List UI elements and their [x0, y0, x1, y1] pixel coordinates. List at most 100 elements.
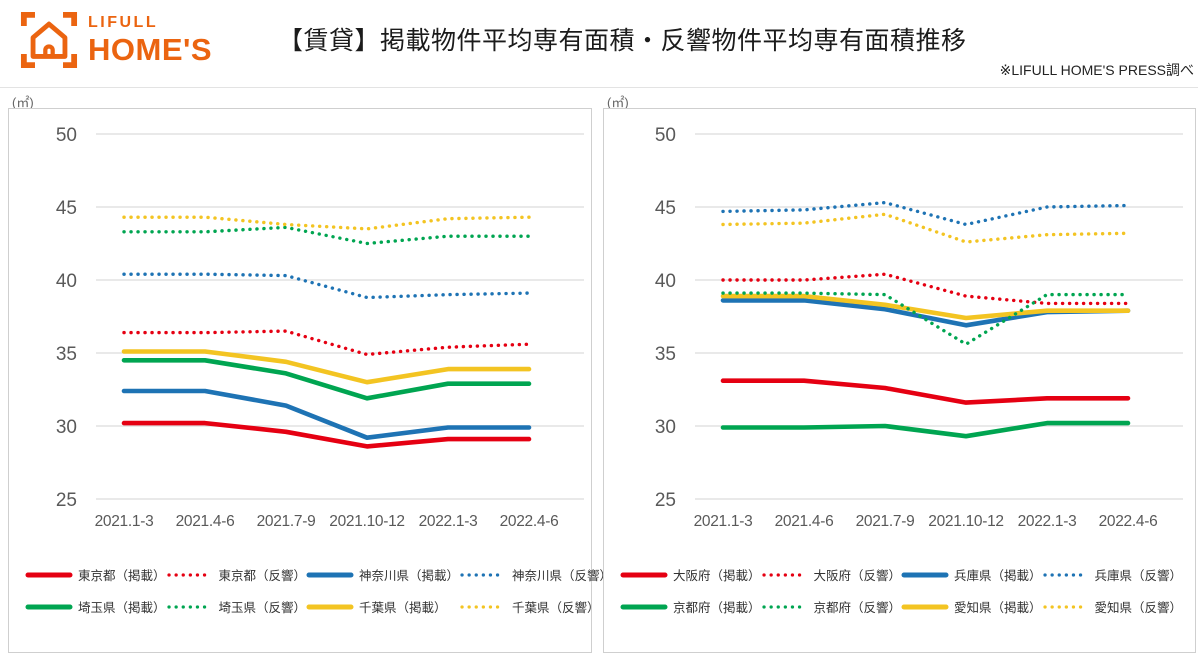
svg-text:2022.1-3: 2022.1-3	[419, 513, 478, 530]
chart-panel-left: 50 45 40 35 30 25 2021.1-3 2021.4-6 2021.7-9 2021…	[8, 108, 612, 653]
solid-line-swatch-icon	[620, 604, 668, 609]
house-viewfinder-icon	[20, 11, 78, 69]
svg-text:50: 50	[56, 125, 77, 146]
legend-item: 東京都（反響）	[166, 565, 307, 584]
legend-item: 愛知県（掲載）	[901, 597, 1042, 616]
legend-item: 京都府（反響）	[761, 597, 902, 616]
svg-text:2021.1-3: 2021.1-3	[693, 513, 752, 530]
svg-text:30: 30	[56, 417, 77, 438]
legend-label: 京都府（反響）	[813, 601, 902, 615]
svg-text:45: 45	[56, 198, 77, 219]
dotted-line-swatch-icon	[761, 572, 808, 577]
dotted-line-swatch-icon	[166, 572, 213, 577]
solid-line-swatch-icon	[901, 572, 949, 577]
svg-text:45: 45	[654, 198, 675, 219]
svg-text:50: 50	[654, 125, 675, 146]
svg-text:2021.7-9: 2021.7-9	[257, 513, 316, 530]
series-line	[121, 388, 532, 441]
legend-label: 兵庫県（反響）	[1094, 569, 1183, 583]
series-line	[720, 291, 1130, 346]
legend-item: 神奈川県（反響）	[459, 565, 612, 584]
series-line	[720, 378, 1130, 405]
svg-text:2022.4-6: 2022.4-6	[500, 513, 559, 530]
series-line	[720, 272, 1130, 306]
svg-text:2021.10-12: 2021.10-12	[329, 513, 404, 530]
header: LIFULL HOME'S 【賃貸】掲載物件平均専有面積・反響物件平均専有面積推…	[0, 0, 1198, 87]
legend-label: 大阪府（掲載）	[673, 569, 761, 583]
solid-line-swatch-icon	[25, 604, 73, 609]
logo-text: LIFULL HOME'S	[88, 14, 213, 67]
series-line	[122, 225, 531, 246]
y-axis-unit-left: (㎡)	[12, 95, 34, 110]
solid-line-swatch-icon	[901, 604, 949, 609]
lifull-homes-logo: LIFULL HOME'S	[20, 11, 212, 69]
legend-item: 埼玉県（反響）	[166, 597, 307, 616]
dotted-line-swatch-icon	[166, 604, 213, 609]
series-line	[122, 329, 531, 357]
solid-line-swatch-icon	[306, 604, 354, 609]
dotted-line-swatch-icon	[761, 604, 808, 609]
legend-kanto: 東京都（掲載） 東京都（反響） 神奈川県（掲載） 神奈川県（反響） 埼玉県（掲載） 埼玉県…	[9, 565, 612, 616]
legend-label: 千葉県（反響）	[512, 601, 600, 615]
series-line	[720, 420, 1130, 439]
legend-label: 埼玉県（掲載）	[78, 601, 166, 615]
dotted-line-swatch-icon	[1042, 572, 1089, 577]
legend-item: 千葉県（掲載）	[306, 597, 459, 616]
svg-text:2022.4-6: 2022.4-6	[1098, 513, 1157, 530]
legend-item: 大阪府（反響）	[761, 565, 902, 584]
line-chart-kansai-chubu: 50 45 40 35 30 25 2021.1-3 2021.4-6 2021.7-9 2021…	[604, 109, 1195, 541]
svg-text:2021.1-3: 2021.1-3	[95, 513, 154, 530]
svg-text:2021.10-12: 2021.10-12	[928, 513, 1003, 530]
legend-label: 兵庫県（掲載）	[954, 569, 1042, 583]
legend-label: 千葉県（掲載）	[359, 601, 447, 615]
legend-label: 東京都（反響）	[218, 569, 307, 583]
svg-text:40: 40	[56, 271, 77, 292]
svg-text:30: 30	[654, 417, 675, 438]
svg-text:25: 25	[56, 490, 77, 511]
series-line	[122, 272, 531, 300]
chart-panel-right: 50 45 40 35 30 25 2021.1-3 2021.4-6 2021.7-9 2021…	[603, 108, 1196, 653]
legend-label: 神奈川県（掲載）	[359, 569, 460, 583]
logo-brand-top: LIFULL	[88, 14, 159, 31]
svg-text:35: 35	[654, 344, 675, 365]
dotted-line-swatch-icon	[460, 604, 506, 609]
y-axis-unit-right: (㎡)	[607, 95, 629, 110]
header-divider	[0, 87, 1198, 88]
legend-item: 東京都（掲載）	[25, 565, 166, 584]
legend-item: 兵庫県（掲載）	[901, 565, 1042, 584]
dotted-line-swatch-icon	[1042, 604, 1089, 609]
svg-text:2022.1-3: 2022.1-3	[1017, 513, 1076, 530]
series-line	[121, 420, 532, 449]
series-line	[121, 349, 532, 385]
logo-brand-bottom: HOME'S	[88, 32, 213, 67]
legend-kansai-chubu: 大阪府（掲載） 大阪府（反響） 兵庫県（掲載） 兵庫県（反響） 京都府（掲載） 京都府（反…	[604, 565, 1195, 616]
series-line	[720, 200, 1130, 227]
svg-text:2021.4-6: 2021.4-6	[774, 513, 833, 530]
line-chart-kanto: 50 45 40 35 30 25 2021.1-3 2021.4-6 2021.7-9 2021…	[9, 109, 591, 541]
legend-label: 京都府（掲載）	[673, 601, 761, 615]
svg-text:2021.4-6: 2021.4-6	[176, 513, 235, 530]
legend-label: 愛知県（掲載）	[954, 601, 1042, 615]
legend-item: 兵庫県（反響）	[1042, 565, 1183, 584]
svg-text:35: 35	[56, 344, 77, 365]
solid-line-swatch-icon	[306, 572, 354, 577]
legend-item: 神奈川県（掲載）	[306, 565, 459, 584]
legend-label: 大阪府（反響）	[813, 569, 902, 583]
series-line	[122, 215, 531, 231]
legend-item: 千葉県（反響）	[459, 597, 612, 616]
legend-item: 埼玉県（掲載）	[25, 597, 166, 616]
series-line	[720, 293, 1130, 321]
dotted-line-swatch-icon	[460, 572, 506, 577]
legend-item: 愛知県（反響）	[1042, 597, 1182, 616]
legend-label: 埼玉県（反響）	[218, 601, 307, 615]
solid-line-swatch-icon	[25, 572, 73, 577]
series-line	[720, 212, 1130, 244]
source-note: ※LIFULL HOME'S PRESS調べ	[999, 62, 1194, 78]
svg-text:2021.7-9: 2021.7-9	[855, 513, 914, 530]
legend-item: 大阪府（掲載）	[620, 565, 761, 584]
legend-label: 東京都（掲載）	[78, 569, 166, 583]
solid-line-swatch-icon	[620, 572, 668, 577]
legend-item: 京都府（掲載）	[620, 597, 761, 616]
series-line	[121, 358, 532, 401]
